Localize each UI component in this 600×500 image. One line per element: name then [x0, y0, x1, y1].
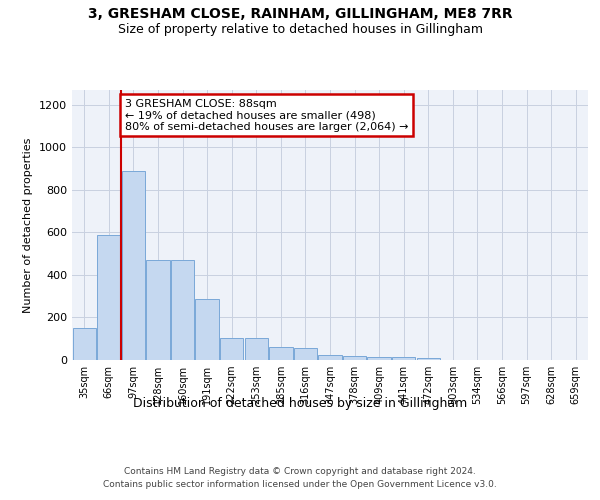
Bar — [220, 338, 244, 360]
Bar — [367, 358, 391, 360]
Bar — [146, 260, 170, 360]
Bar — [171, 260, 194, 360]
Bar — [122, 171, 145, 360]
Bar — [73, 328, 96, 360]
Text: Contains public sector information licensed under the Open Government Licence v3: Contains public sector information licen… — [103, 480, 497, 489]
Text: Size of property relative to detached houses in Gillingham: Size of property relative to detached ho… — [118, 22, 482, 36]
Y-axis label: Number of detached properties: Number of detached properties — [23, 138, 34, 312]
Bar — [269, 347, 293, 360]
Bar — [319, 354, 341, 360]
Bar — [97, 234, 121, 360]
Bar — [245, 338, 268, 360]
Bar — [196, 300, 219, 360]
Text: 3 GRESHAM CLOSE: 88sqm
← 19% of detached houses are smaller (498)
80% of semi-de: 3 GRESHAM CLOSE: 88sqm ← 19% of detached… — [125, 98, 409, 132]
Bar — [343, 356, 366, 360]
Bar — [416, 358, 440, 360]
Bar — [392, 358, 415, 360]
Text: Distribution of detached houses by size in Gillingham: Distribution of detached houses by size … — [133, 398, 467, 410]
Text: Contains HM Land Registry data © Crown copyright and database right 2024.: Contains HM Land Registry data © Crown c… — [124, 468, 476, 476]
Text: 3, GRESHAM CLOSE, RAINHAM, GILLINGHAM, ME8 7RR: 3, GRESHAM CLOSE, RAINHAM, GILLINGHAM, M… — [88, 8, 512, 22]
Bar — [294, 348, 317, 360]
